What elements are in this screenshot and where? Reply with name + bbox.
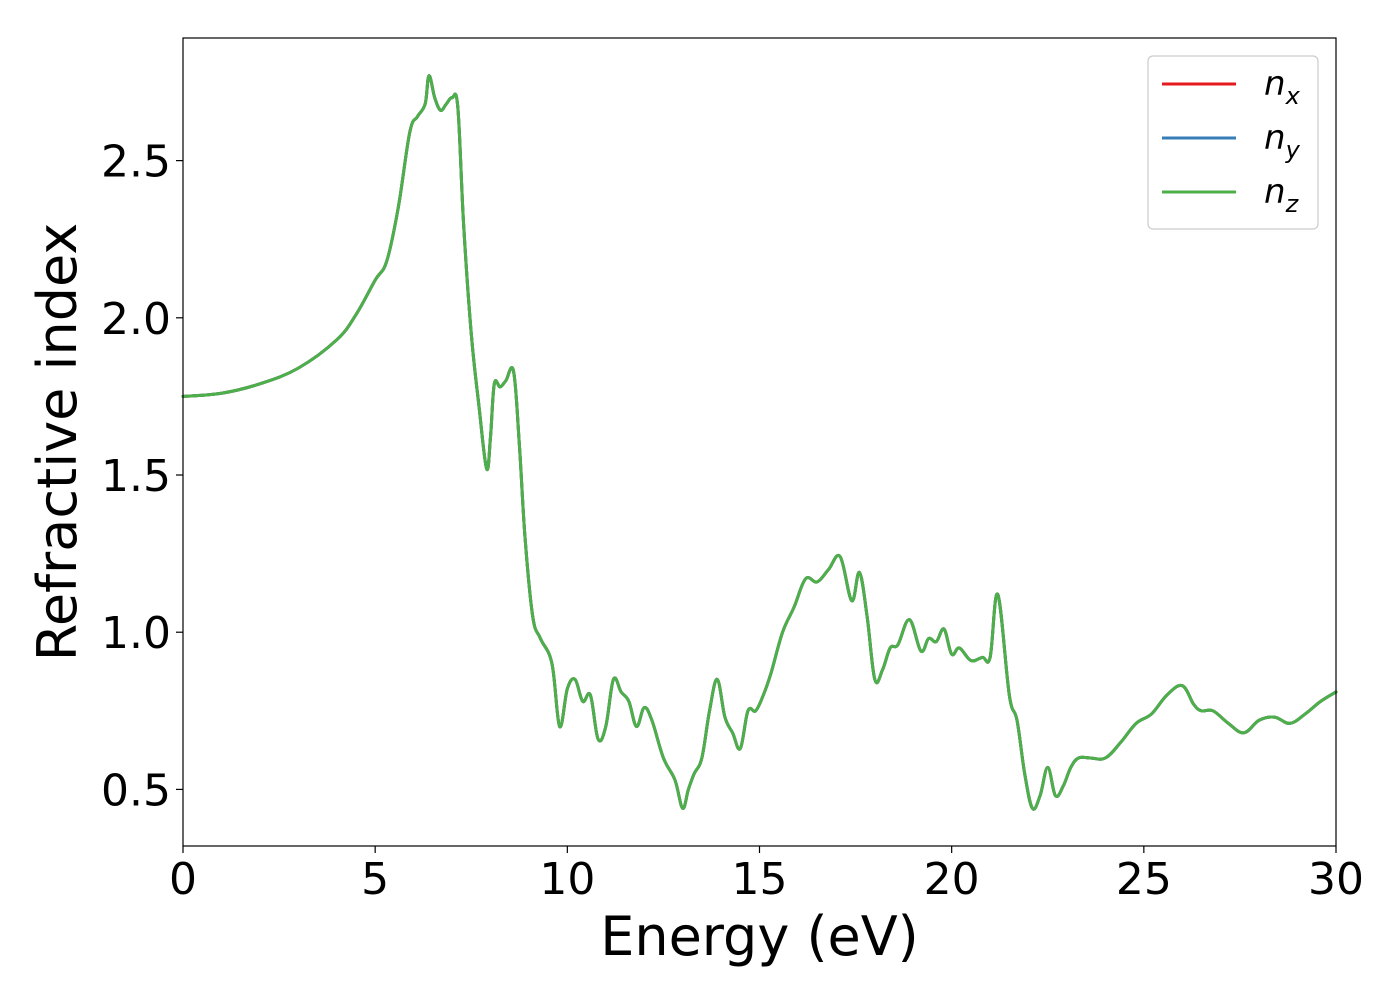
y-ticks: 0.5 1.0 1.5 2.0 2.5 [101, 137, 183, 816]
y-tick-label: 2.5 [101, 137, 171, 188]
x-tick-label: 5 [361, 854, 389, 905]
x-tick-label: 15 [732, 854, 788, 905]
y-axis-title: Refractive index [26, 223, 89, 662]
legend-label-subscript: z [1285, 190, 1300, 218]
legend-label-nz: nz [1264, 172, 1300, 218]
legend-frame [1147, 55, 1319, 230]
y-tick-label: 1.0 [101, 608, 171, 659]
legend-label-ny: ny [1264, 118, 1301, 164]
x-axis-title: Energy (eV) [600, 905, 919, 968]
y-tick-label: 1.5 [101, 451, 171, 502]
x-tick-label: 30 [1308, 854, 1364, 905]
y-tick-label: 0.5 [101, 765, 171, 816]
legend-label-main: n [1264, 172, 1286, 212]
legend-label-nx: nx [1264, 64, 1301, 110]
legend-label-subscript: y [1285, 136, 1301, 164]
plot-background [183, 38, 1336, 846]
x-tick-label: 0 [169, 854, 197, 905]
series-layer [181, 74, 1338, 811]
x-tick-label: 25 [1116, 854, 1172, 905]
x-ticks: 0 5 10 15 20 25 30 [169, 846, 1364, 905]
legend-label-main: n [1264, 64, 1286, 104]
series-line-nz [181, 74, 1338, 811]
legend-label-subscript: x [1285, 82, 1301, 110]
legend-label-main: n [1264, 118, 1286, 158]
y-tick-label: 2.0 [101, 294, 171, 345]
x-tick-label: 20 [924, 854, 980, 905]
x-tick-label: 10 [539, 854, 595, 905]
